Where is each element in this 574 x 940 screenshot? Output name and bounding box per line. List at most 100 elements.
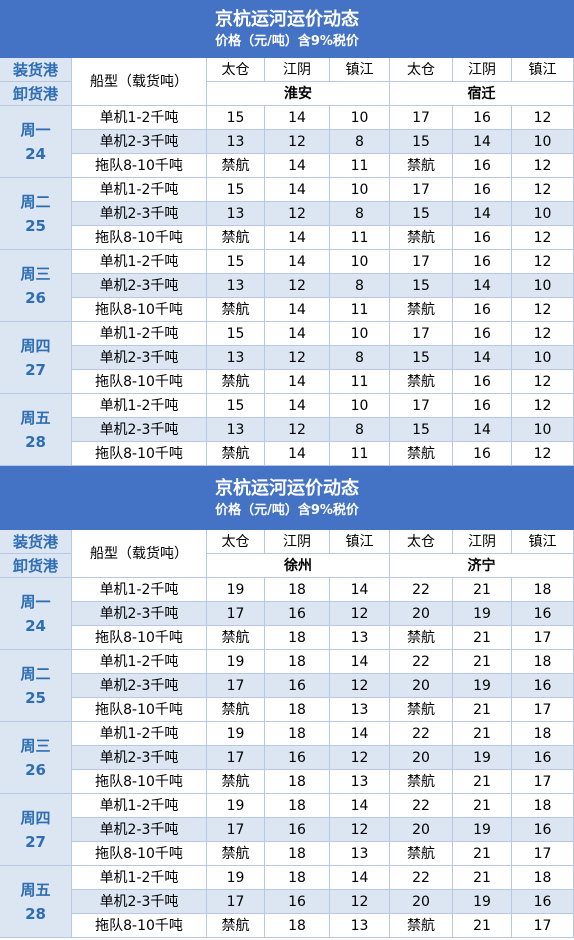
- price-cell: 17: [207, 674, 265, 698]
- price-cell: 19: [207, 722, 265, 746]
- price-cell: 12: [512, 226, 574, 250]
- ship-type: 单机2-3千吨: [72, 746, 207, 770]
- price-cell: 12: [330, 674, 390, 698]
- price-cell: 12: [265, 418, 330, 442]
- day-cell: 周三 26: [0, 722, 72, 794]
- price-cell: 19: [453, 602, 512, 626]
- price-cell: 15: [390, 418, 453, 442]
- price-cell: 13: [330, 698, 390, 722]
- ship-type: 单机2-3千吨: [72, 818, 207, 842]
- ship-type: 单机2-3千吨: [72, 890, 207, 914]
- price-cell: 16: [453, 442, 512, 466]
- price-cell: 18: [265, 626, 330, 650]
- price-cell: 禁航: [207, 698, 265, 722]
- price-cell: 16: [453, 178, 512, 202]
- price-cell: 19: [453, 674, 512, 698]
- day-name: 周一: [20, 120, 51, 139]
- price-cell: 14: [265, 154, 330, 178]
- ship-type-header: 船型（载货吨）: [72, 530, 207, 578]
- price-cell: 16: [453, 298, 512, 322]
- price-cell: 21: [453, 914, 512, 938]
- price-cell: 14: [330, 794, 390, 818]
- price-cell: 18: [265, 698, 330, 722]
- price-cell: 禁航: [207, 154, 265, 178]
- price-cell: 禁航: [390, 298, 453, 322]
- ship-type: 拖队8-10千吨: [72, 698, 207, 722]
- price-cell: 19: [207, 866, 265, 890]
- price-cell: 12: [265, 130, 330, 154]
- price-cell: 17: [512, 842, 574, 866]
- price-cell: 禁航: [390, 442, 453, 466]
- price-cell: 12: [512, 442, 574, 466]
- price-cell: 10: [512, 418, 574, 442]
- load-port-label: 装货港: [0, 530, 72, 554]
- price-cell: 16: [512, 674, 574, 698]
- price-cell: 禁航: [390, 770, 453, 794]
- day-date: 25: [25, 688, 46, 707]
- origin-port: 江阴: [453, 530, 512, 554]
- price-cell: 14: [265, 106, 330, 130]
- price-cell: 14: [453, 346, 512, 370]
- day-cell: 周五 28: [0, 394, 72, 466]
- price-cell: 禁航: [207, 842, 265, 866]
- price-cell: 15: [390, 130, 453, 154]
- unload-port-label: 卸货港: [0, 82, 72, 106]
- ship-type: 单机1-2千吨: [72, 794, 207, 818]
- price-cell: 11: [330, 298, 390, 322]
- day-date: 27: [25, 360, 46, 379]
- price-cell: 17: [512, 698, 574, 722]
- price-cell: 17: [207, 818, 265, 842]
- day-cell: 周四 27: [0, 794, 72, 866]
- price-cell: 18: [512, 722, 574, 746]
- price-cell: 禁航: [390, 914, 453, 938]
- price-cell: 17: [512, 914, 574, 938]
- price-cell: 17: [207, 746, 265, 770]
- price-cell: 10: [330, 178, 390, 202]
- price-cell: 14: [330, 578, 390, 602]
- price-cell: 14: [265, 370, 330, 394]
- price-cell: 21: [453, 866, 512, 890]
- price-cell: 19: [207, 794, 265, 818]
- ship-type: 拖队8-10千吨: [72, 226, 207, 250]
- ship-type: 拖队8-10千吨: [72, 298, 207, 322]
- price-cell: 16: [512, 890, 574, 914]
- day-name: 周一: [20, 592, 51, 611]
- price-cell: 14: [453, 418, 512, 442]
- day-date: 26: [25, 760, 46, 779]
- day-cell: 周五 28: [0, 866, 72, 938]
- price-cell: 18: [265, 842, 330, 866]
- price-cell: 18: [512, 866, 574, 890]
- price-cell: 11: [330, 442, 390, 466]
- price-cell: 8: [330, 274, 390, 298]
- price-cell: 10: [512, 130, 574, 154]
- price-cell: 20: [390, 602, 453, 626]
- origin-port: 江阴: [265, 530, 330, 554]
- price-cell: 14: [330, 722, 390, 746]
- ship-type: 单机1-2千吨: [72, 106, 207, 130]
- price-cell: 10: [330, 106, 390, 130]
- destination-port: 宿迁: [390, 82, 574, 106]
- price-cell: 10: [330, 322, 390, 346]
- price-cell: 12: [265, 274, 330, 298]
- price-cell: 13: [207, 346, 265, 370]
- price-cell: 17: [390, 178, 453, 202]
- price-cell: 13: [207, 274, 265, 298]
- price-cell: 14: [453, 202, 512, 226]
- price-cell: 22: [390, 722, 453, 746]
- price-cell: 13: [207, 418, 265, 442]
- price-cell: 禁航: [207, 442, 265, 466]
- price-cell: 14: [265, 178, 330, 202]
- origin-port: 江阴: [265, 58, 330, 82]
- ship-type: 拖队8-10千吨: [72, 154, 207, 178]
- price-cell: 11: [330, 154, 390, 178]
- price-cell: 禁航: [390, 154, 453, 178]
- price-cell: 13: [207, 202, 265, 226]
- price-cell: 17: [512, 770, 574, 794]
- price-cell: 18: [265, 578, 330, 602]
- price-cell: 14: [330, 650, 390, 674]
- price-cell: 14: [453, 130, 512, 154]
- day-date: 24: [25, 616, 46, 635]
- price-cell: 16: [453, 250, 512, 274]
- price-cell: 18: [265, 866, 330, 890]
- price-cell: 16: [265, 674, 330, 698]
